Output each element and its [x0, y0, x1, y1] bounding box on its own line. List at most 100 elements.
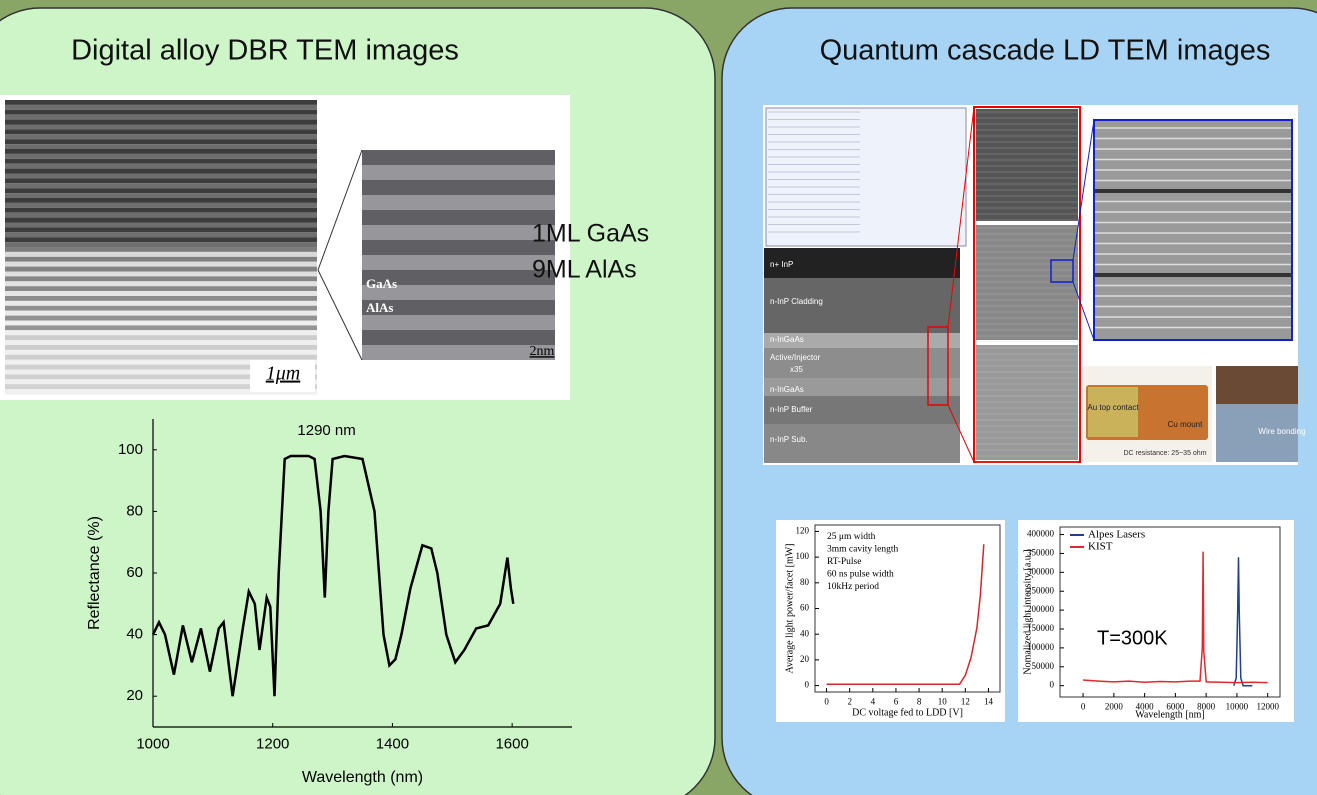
x-tick-label: 1600 [495, 735, 528, 752]
caption: 1ML GaAs [532, 220, 649, 248]
y-tick-label: 400000 [1027, 529, 1055, 539]
y-tick-label: 50000 [1032, 661, 1055, 671]
y-axis-label: Nomalized light intensity [a.u.] [1022, 549, 1033, 674]
tem-stripe [5, 276, 317, 281]
annotation: T=300K [1097, 627, 1168, 649]
layer-label: n-InGaAs [770, 335, 804, 344]
tem-panel [976, 345, 1078, 460]
x-tick-label: 1200 [256, 735, 289, 752]
tem-stripe [5, 257, 317, 262]
photo-top [1216, 366, 1298, 404]
tem-stripe [5, 325, 317, 330]
y-axis-label: Average light power/facet [mW] [784, 543, 795, 673]
tem-stripe [5, 159, 317, 164]
tem-stripe [5, 125, 317, 130]
x-tick-label: 2 [847, 697, 852, 707]
x-tick-label: 10 [938, 697, 948, 707]
y-tick-label: 20 [126, 687, 143, 704]
x-axis-label: Wavelength [nm] [1135, 709, 1204, 720]
annotation: 10kHz period [827, 582, 879, 592]
tem-stripe [5, 134, 317, 139]
y-tick-label: 120 [796, 525, 810, 535]
tem-stripe [5, 144, 317, 149]
tem-stripe [5, 193, 317, 198]
mount-label: Cu mount [1168, 420, 1203, 429]
tem-stripe [5, 164, 317, 169]
tem-stripe [5, 115, 317, 120]
x-tick-label: 2000 [1105, 702, 1124, 712]
legend-label: Alpes Lasers [1088, 529, 1145, 541]
tem-zoom-stripe [362, 315, 555, 330]
tem-zoom-stripe [362, 345, 555, 360]
mount-label: Au top contact [1087, 403, 1139, 412]
layer-label: n-InGaAs [770, 385, 804, 394]
x-tick-label: 1400 [376, 735, 409, 752]
scale-bar-label: 1μm [266, 363, 300, 385]
layer-label: n+ InP [770, 260, 793, 269]
layer [764, 248, 960, 278]
tem-stripe [5, 267, 317, 272]
tem-stripe [5, 218, 317, 223]
chart-background [1018, 520, 1294, 722]
tem-stripe [5, 237, 317, 242]
tem-zoom-stripe [362, 180, 555, 195]
tem-stripe [5, 154, 317, 159]
tem-stripe [5, 169, 317, 174]
annotation: RT-Pulse [827, 557, 861, 567]
legend-label: KIST [1088, 541, 1113, 553]
tem-stripe [5, 286, 317, 291]
tem-stripe [5, 301, 317, 306]
tem-stripe [5, 139, 317, 144]
tem-panel [976, 109, 1078, 221]
tem-stripe [5, 188, 317, 193]
x-tick-label: 0 [1081, 702, 1086, 712]
tem-stripe [5, 272, 317, 277]
tem-zoom-stripe [362, 150, 555, 165]
tem-zoom-stripe [362, 330, 555, 345]
layer-label: Active/Injector [770, 353, 821, 362]
tem-stripe [5, 227, 317, 232]
y-tick-label: 60 [126, 564, 143, 581]
slide: Digital alloy DBR TEM images Quantum cas… [0, 0, 1317, 795]
x-tick-label: 12000 [1256, 702, 1279, 712]
layer-label: x35 [790, 365, 803, 374]
y-tick-label: 80 [126, 502, 143, 519]
y-tick-label: 60 [800, 603, 810, 613]
y-tick-label: 80 [800, 577, 810, 587]
tem-stripe [5, 291, 317, 296]
tem-stripe [5, 129, 317, 134]
tem-stripe [5, 100, 317, 105]
tem-zoom-stripe [362, 225, 555, 240]
tem-stripe [5, 105, 317, 110]
tem-zoom-stripe [362, 165, 555, 180]
right-title: Quantum cascade LD TEM images [820, 35, 1271, 67]
tem-stripe [5, 178, 317, 183]
x-tick-label: 14 [984, 697, 994, 707]
tem-stripe [5, 311, 317, 316]
mount-label: DC resistance: 25~35 ohm [1123, 450, 1206, 457]
y-tick-label: 40 [800, 628, 810, 638]
y-tick-label: 100 [118, 441, 143, 458]
annotation: 1290 nm [297, 422, 355, 439]
image-label: AlAs [366, 300, 393, 315]
annotation: 60 ns pulse width [827, 570, 894, 580]
layer-label: n-InP Cladding [770, 297, 823, 306]
tem-zoom-stripe [362, 240, 555, 255]
scale-bar-label: 2nm [530, 344, 555, 359]
left-title: Digital alloy DBR TEM images [71, 35, 459, 67]
annotation: 3mm cavity length [827, 545, 898, 555]
tem-stripe [5, 203, 317, 208]
tem-stripe [5, 247, 317, 252]
structure-table [766, 108, 966, 246]
tem-zoom-stripe [362, 255, 555, 270]
tem-stripe [5, 281, 317, 286]
tem-stripe [5, 232, 317, 237]
x-tick-label: 12 [961, 697, 970, 707]
x-axis-label: Wavelength (nm) [302, 769, 423, 786]
tem-stripe [5, 120, 317, 125]
mount-label: Wire bonding [1258, 427, 1305, 436]
image-label: GaAs [366, 276, 397, 291]
tem-stripe [5, 306, 317, 311]
tem-stripe [5, 198, 317, 203]
tem-stripe [5, 252, 317, 257]
